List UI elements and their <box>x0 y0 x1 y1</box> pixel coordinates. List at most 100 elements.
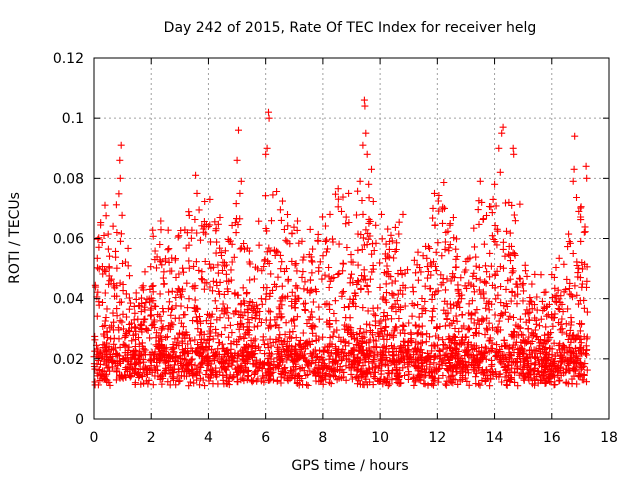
data-point <box>179 285 186 293</box>
data-point <box>300 253 308 261</box>
data-point <box>252 367 260 375</box>
data-point <box>141 268 149 276</box>
data-point <box>228 361 236 369</box>
data-point <box>254 305 262 313</box>
x-tick-label: 4 <box>204 430 213 446</box>
data-point <box>251 315 259 323</box>
data-point <box>482 262 489 270</box>
data-point <box>356 380 364 388</box>
data-point <box>390 291 398 299</box>
data-point <box>359 362 367 370</box>
data-point <box>145 295 153 303</box>
data-point <box>157 317 165 325</box>
data-point <box>382 255 390 263</box>
data-point <box>489 324 496 332</box>
data-point <box>93 312 101 320</box>
data-point <box>447 353 455 361</box>
data-point <box>497 312 505 320</box>
data-point <box>132 324 140 332</box>
data-point <box>508 269 516 277</box>
data-point <box>159 305 167 312</box>
data-point <box>284 275 292 283</box>
data-point <box>385 348 393 356</box>
data-point <box>391 325 399 333</box>
y-tick-label: 0.02 <box>53 352 84 368</box>
data-point <box>544 330 552 338</box>
data-point <box>197 236 204 244</box>
data-point <box>520 287 527 295</box>
data-point <box>414 329 422 337</box>
data-point <box>394 369 402 377</box>
data-point <box>414 356 422 364</box>
data-point <box>525 376 533 384</box>
data-point <box>253 356 261 364</box>
data-point <box>569 250 577 257</box>
data-point <box>439 219 446 227</box>
data-point <box>101 347 109 355</box>
data-point <box>149 320 157 328</box>
data-point <box>498 129 506 137</box>
data-point <box>190 379 198 387</box>
data-point <box>334 271 342 278</box>
y-tick-label: 0.08 <box>53 171 84 187</box>
data-point <box>315 358 323 366</box>
data-point <box>473 306 481 314</box>
data-point <box>151 256 159 264</box>
data-point <box>267 270 275 278</box>
data-point <box>156 241 164 248</box>
data-point <box>482 304 490 312</box>
data-point <box>443 344 451 352</box>
data-point <box>522 267 529 275</box>
data-point <box>480 240 488 248</box>
data-point <box>198 222 206 230</box>
data-point <box>169 341 177 348</box>
data-point <box>395 315 403 322</box>
data-point <box>471 367 479 375</box>
data-point <box>191 336 199 344</box>
data-point <box>164 246 172 254</box>
data-point <box>278 258 286 266</box>
data-point <box>486 375 494 383</box>
data-point <box>401 302 409 310</box>
data-point <box>91 336 99 344</box>
data-point <box>113 305 121 313</box>
data-point <box>138 320 146 328</box>
data-point <box>198 275 205 283</box>
data-point <box>478 317 486 325</box>
data-point <box>321 343 329 351</box>
data-point <box>115 190 123 198</box>
data-point <box>244 372 252 380</box>
data-point <box>459 333 466 341</box>
data-point <box>372 221 380 229</box>
data-point <box>363 150 371 158</box>
data-point <box>362 129 370 137</box>
data-point <box>555 295 563 303</box>
data-point <box>461 352 469 360</box>
data-point <box>486 273 494 281</box>
data-point <box>316 258 324 266</box>
data-point <box>576 373 584 381</box>
data-point <box>269 376 277 384</box>
data-point <box>292 260 300 267</box>
data-point <box>93 369 101 377</box>
data-point <box>523 272 531 280</box>
data-point <box>246 276 254 284</box>
data-point <box>228 258 236 266</box>
data-point <box>110 340 118 348</box>
data-point <box>478 198 486 206</box>
data-point <box>508 364 516 372</box>
data-point <box>486 249 494 257</box>
data-point <box>451 325 459 332</box>
data-point <box>435 207 443 215</box>
data-point <box>305 316 313 324</box>
data-point <box>339 267 347 275</box>
data-point <box>492 202 500 210</box>
data-point <box>112 350 120 358</box>
data-point <box>214 220 222 228</box>
data-point <box>462 362 470 370</box>
data-point <box>419 252 427 260</box>
data-point <box>312 336 320 344</box>
data-point <box>228 240 236 248</box>
data-point <box>454 287 462 295</box>
data-point <box>496 370 504 378</box>
